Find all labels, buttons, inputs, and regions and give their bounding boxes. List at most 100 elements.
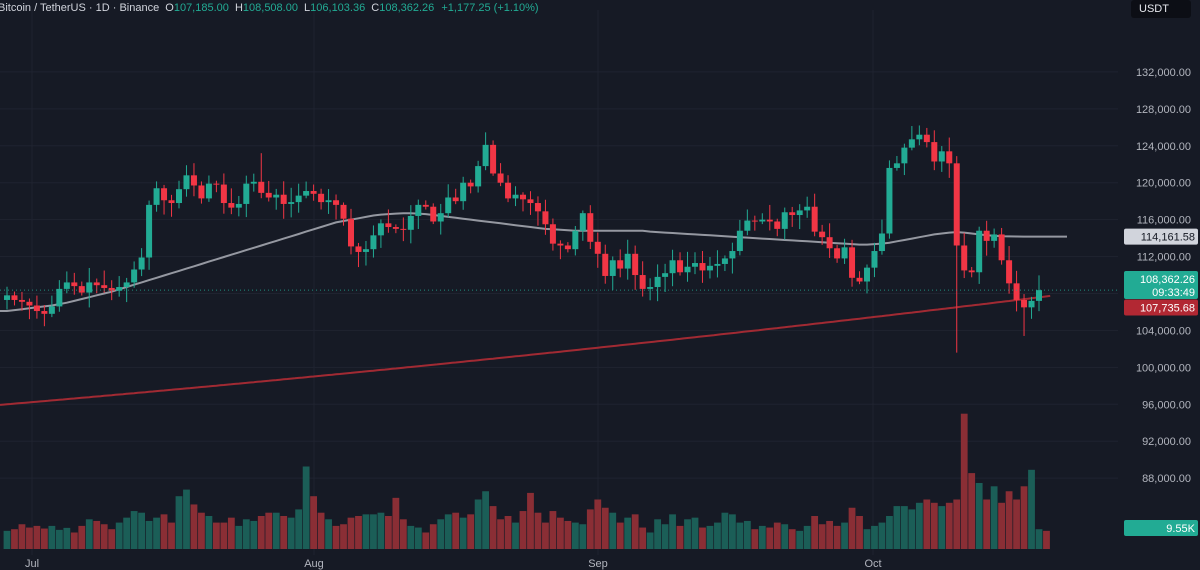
candle-body: [4, 295, 10, 300]
candle-body: [243, 183, 250, 204]
candle: [86, 267, 93, 308]
candle-body: [811, 206, 818, 232]
candle: [385, 209, 392, 233]
candle: [721, 255, 728, 272]
candle: [811, 193, 818, 237]
close-value: 108,362.26: [379, 2, 435, 14]
y-tick-label: 96,000.00: [1142, 399, 1191, 411]
candle-body: [587, 213, 594, 242]
candle: [265, 180, 272, 202]
candle-body: [445, 197, 452, 214]
candle: [609, 256, 616, 290]
candle: [452, 188, 459, 205]
currency-button[interactable]: USDT: [1131, 0, 1191, 18]
candle: [497, 163, 504, 187]
volume-bar: [990, 486, 998, 549]
volume-bar: [392, 497, 400, 549]
candle: [101, 270, 108, 293]
volume-bar: [302, 466, 310, 549]
candle: [579, 210, 586, 241]
candle: [415, 199, 422, 229]
candle-body: [594, 241, 601, 254]
candle: [804, 196, 811, 218]
candle: [849, 239, 856, 287]
candle-body: [392, 227, 399, 229]
candle: [48, 295, 55, 318]
candle: [355, 242, 362, 268]
volume-bar: [504, 516, 512, 549]
candle: [1036, 275, 1042, 312]
candle-body: [452, 197, 459, 202]
candle: [250, 173, 257, 192]
open-value: 107,185.00: [173, 2, 229, 14]
x-tick-label: Sep: [588, 558, 608, 570]
volume-bar: [153, 517, 160, 549]
candle: [983, 220, 990, 256]
candle: [602, 244, 609, 284]
candle-body: [235, 203, 242, 208]
candle-body: [176, 189, 182, 204]
candle-body: [415, 204, 422, 216]
candle-body: [71, 282, 78, 287]
candle-body: [789, 212, 796, 216]
volume-bar: [594, 499, 602, 549]
volume-bar: [871, 525, 878, 549]
low-value: 106,103.36: [310, 2, 366, 14]
volume-bar: [370, 514, 377, 549]
volume-bar: [953, 499, 961, 549]
candle: [968, 266, 975, 278]
volume-bar: [347, 517, 355, 549]
candle: [377, 219, 384, 248]
candle-body: [692, 263, 698, 267]
candle: [295, 183, 302, 213]
volume-bar: [564, 520, 572, 549]
candle-body: [161, 188, 168, 201]
volume-bar: [549, 511, 557, 549]
candle-body: [774, 221, 781, 229]
candle: [41, 305, 48, 327]
countdown-text: 09:33:49: [1152, 287, 1195, 299]
candle-body: [893, 163, 900, 168]
volume-bar: [497, 519, 504, 549]
ma200-line: [0, 294, 1051, 406]
candle: [647, 278, 654, 301]
symbol-title[interactable]: Bitcoin / TetherUS · 1D · Binance: [0, 2, 160, 14]
volume-bar: [631, 514, 639, 549]
volume-bar: [11, 529, 18, 549]
candle: [1028, 296, 1035, 319]
volume-bar: [362, 514, 370, 549]
candle: [789, 206, 796, 227]
candle-body: [579, 213, 586, 231]
y-tick-label: 124,000.00: [1136, 141, 1191, 153]
candle-body: [183, 175, 190, 190]
candle: [527, 191, 534, 215]
y-tick-label: 116,000.00: [1137, 215, 1191, 227]
volume-bar: [130, 511, 138, 549]
volume-bar: [422, 532, 430, 549]
volume-bar: [900, 506, 908, 549]
candle-body: [108, 287, 115, 291]
volume-bar: [198, 512, 205, 549]
volume-bar: [429, 524, 437, 549]
volume-bar: [70, 532, 78, 549]
low-label: L: [304, 2, 311, 14]
candle: [430, 203, 437, 225]
candle: [93, 278, 100, 294]
volume-bar: [856, 516, 863, 549]
candle: [437, 203, 444, 235]
candle: [572, 226, 579, 256]
candle: [467, 179, 474, 194]
candle: [280, 181, 287, 219]
candle: [26, 298, 33, 320]
candle: [190, 163, 197, 197]
volume-bar: [908, 509, 916, 549]
candle-body: [26, 301, 33, 306]
volume-bar: [788, 529, 796, 549]
candle-body: [976, 230, 983, 273]
candle: [422, 200, 429, 210]
candle: [714, 250, 721, 278]
candle: [1006, 246, 1013, 294]
candle: [78, 281, 85, 296]
candle: [63, 271, 70, 294]
